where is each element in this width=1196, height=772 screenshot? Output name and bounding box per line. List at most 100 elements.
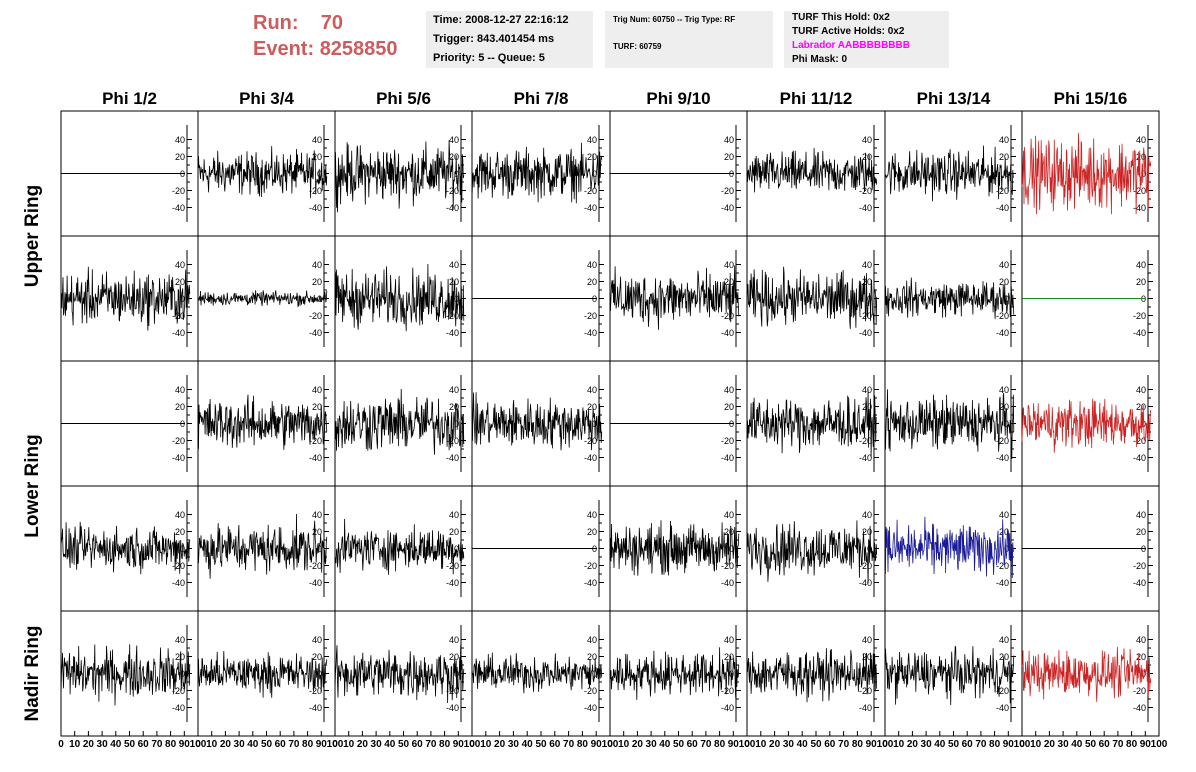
y-tick-label: 0 [729, 544, 734, 554]
x-tick-label: 40 [797, 739, 809, 750]
trig-num-text: Trig Num: 60750 -- Trig Type: RF [613, 15, 736, 24]
y-tick-label: 20 [175, 152, 185, 162]
y-tick-label: 40 [1136, 260, 1146, 270]
waveform-trace [1021, 398, 1152, 453]
y-tick-label: 20 [724, 527, 734, 537]
y-tick-label: 40 [587, 385, 597, 395]
y-tick-label: 40 [862, 635, 872, 645]
column-header: Phi 9/10 [646, 89, 710, 108]
y-tick-label: 40 [999, 635, 1009, 645]
column-header: Phi 3/4 [239, 89, 294, 108]
y-tick-label: -20 [172, 186, 185, 196]
y-tick-label: 20 [449, 527, 459, 537]
x-tick-label: 70 [838, 739, 850, 750]
y-tick-label: 40 [587, 635, 597, 645]
y-tick-label: -20 [309, 561, 322, 571]
y-tick-label: -40 [996, 328, 1009, 338]
trigger-text: Trigger: 843.401454 ms [433, 33, 555, 45]
waveform-trace [884, 277, 1015, 320]
x-tick-label: 90 [1003, 739, 1015, 750]
y-tick-label: 40 [587, 510, 597, 520]
y-tick-label: 20 [312, 527, 322, 537]
y-tick-label: 40 [175, 385, 185, 395]
y-tick-label: -20 [584, 561, 597, 571]
waveform-trace [746, 648, 878, 703]
time-info-box: Time: 2008-12-27 22:16:12 Trigger: 843.4… [426, 11, 593, 68]
y-tick-label: 20 [587, 277, 597, 287]
ring-label: Lower Ring [22, 434, 43, 537]
y-tick-label: 20 [1136, 402, 1146, 412]
ring-label: Upper Ring [22, 185, 43, 287]
y-tick-label: 20 [862, 652, 872, 662]
x-tick-label: 70 [151, 739, 163, 750]
x-tick-label: 10 [893, 739, 905, 750]
column-header: Phi 13/14 [917, 89, 991, 108]
y-tick-label: 40 [862, 510, 872, 520]
x-tick-label: 70 [975, 739, 987, 750]
x-tick-label: 50 [810, 739, 822, 750]
y-tick-label: 20 [862, 152, 872, 162]
y-tick-label: -20 [1133, 186, 1146, 196]
y-tick-label: -40 [172, 203, 185, 213]
run-label: Run: [253, 12, 299, 34]
x-tick-label: 80 [989, 739, 1001, 750]
x-tick-label: 40 [522, 739, 534, 750]
y-tick-label: 20 [449, 152, 459, 162]
y-tick-label: 0 [317, 544, 322, 554]
trigger-info-box: Trig Num: 60750 -- Trig Type: RF TURF: 6… [605, 11, 773, 68]
turf-info-box: TURF This Hold: 0x2 TURF Active Holds: 0… [784, 11, 949, 68]
event-label: Event: [253, 38, 315, 60]
x-tick-label: 70 [1112, 739, 1124, 750]
y-tick-label: 20 [587, 402, 597, 412]
x-tick-label: 80 [1126, 739, 1138, 750]
waveform-trace [334, 388, 465, 455]
event-value: 8258850 [319, 38, 398, 60]
waveform-trace [471, 142, 603, 204]
waveform-trace [60, 644, 191, 706]
x-tick-label: 10 [343, 739, 355, 750]
y-tick-label: 40 [312, 510, 322, 520]
y-tick-label: -20 [996, 311, 1009, 321]
y-tick-label: 40 [862, 385, 872, 395]
waveform-trace [60, 521, 191, 575]
x-tick-label: 30 [646, 739, 658, 750]
y-tick-label: 20 [1136, 652, 1146, 662]
y-tick-label: 20 [175, 277, 185, 287]
y-tick-label: -40 [859, 203, 872, 213]
y-tick-label: -40 [172, 328, 185, 338]
x-tick-label: 10 [206, 739, 218, 750]
y-tick-label: 20 [862, 527, 872, 537]
y-tick-label: 40 [862, 260, 872, 270]
y-tick-label: 40 [449, 635, 459, 645]
y-tick-label: 40 [999, 385, 1009, 395]
y-tick-label: -20 [721, 686, 734, 696]
y-tick-label: -40 [1133, 203, 1146, 213]
y-tick-label: 20 [862, 402, 872, 412]
x-tick-label: 0 [1019, 739, 1025, 750]
waveform-trace [334, 518, 465, 575]
y-tick-label: -40 [859, 328, 872, 338]
y-tick-label: 20 [999, 527, 1009, 537]
y-tick-label: 20 [1136, 277, 1146, 287]
x-tick-label: 60 [549, 739, 561, 750]
x-tick-label: 90 [591, 739, 603, 750]
y-tick-label: 20 [312, 277, 322, 287]
run-row: Run: 70 [253, 10, 398, 36]
labrador-text: Labrador AABBBBBBBB [792, 40, 910, 51]
x-tick-label: 70 [563, 739, 575, 750]
ring-label: Nadir Ring [22, 625, 43, 721]
column-header: Phi 1/2 [102, 89, 157, 108]
y-tick-label: -40 [996, 453, 1009, 463]
y-tick-label: 40 [999, 510, 1009, 520]
x-tick-label: 20 [494, 739, 506, 750]
y-tick-label: 40 [312, 635, 322, 645]
x-tick-label: 20 [632, 739, 644, 750]
y-tick-label: -20 [584, 186, 597, 196]
y-tick-label: 20 [999, 152, 1009, 162]
y-tick-label: 0 [1141, 669, 1146, 679]
y-tick-label: 40 [175, 510, 185, 520]
y-tick-label: -20 [859, 436, 872, 446]
y-tick-label: 20 [724, 277, 734, 287]
x-tick-label: 0 [607, 739, 613, 750]
y-tick-label: 40 [724, 510, 734, 520]
